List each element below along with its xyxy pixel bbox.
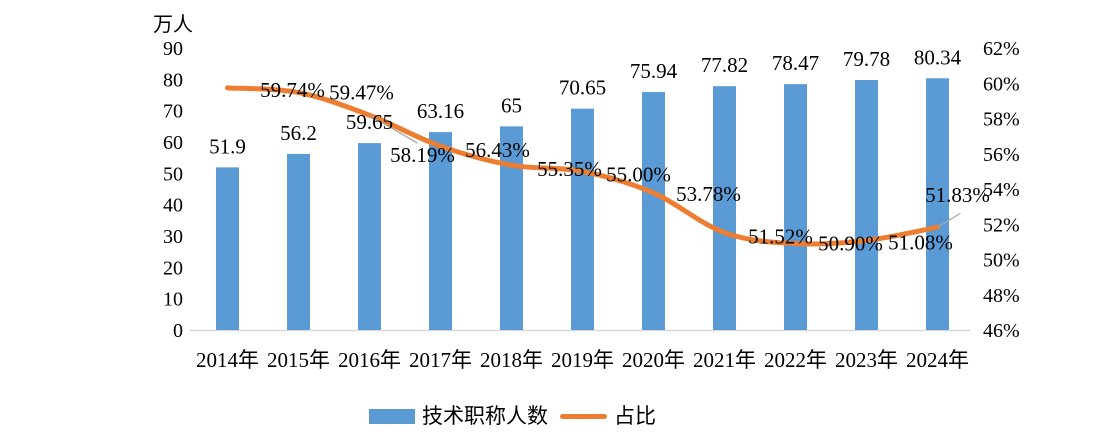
label-leader-line bbox=[369, 114, 418, 144]
legend-line-series-label: 占比 bbox=[614, 404, 656, 428]
category-axis-label: 2017年 bbox=[409, 348, 472, 372]
bar-value-label: 56.2 bbox=[280, 121, 317, 145]
combo-chart: 51.9 56.2 59.65 63.16 65 70.65 75.94 77.82 78.47… bbox=[153, 13, 1020, 372]
bar bbox=[287, 153, 310, 330]
left-axis-title: 万人 bbox=[153, 13, 193, 36]
line-value-label: 55.35% bbox=[537, 157, 602, 181]
right-axis-tick-label: 56% bbox=[983, 144, 1020, 166]
category-axis-label: 2014年 bbox=[196, 348, 259, 372]
left-axis-tick-label: 10 bbox=[163, 289, 183, 311]
bar bbox=[855, 80, 878, 330]
line-value-label: 58.19% bbox=[390, 143, 455, 167]
category-axis-label: 2015年 bbox=[267, 348, 330, 372]
right-axis-tick-label: 58% bbox=[983, 109, 1020, 131]
right-axis-tick-label: 62% bbox=[983, 38, 1020, 60]
bar-value-label: 77.82 bbox=[701, 53, 748, 77]
right-axis-tick-label: 46% bbox=[983, 320, 1020, 342]
category-axis-label: 2024年 bbox=[906, 348, 969, 372]
category-axis-label: 2022年 bbox=[764, 348, 827, 372]
bar-value-label: 75.94 bbox=[630, 59, 678, 83]
bar-value-label: 80.34 bbox=[914, 45, 962, 69]
bar-value-label: 79.78 bbox=[843, 47, 890, 71]
right-axis-tick-label: 48% bbox=[983, 285, 1020, 307]
line-value-label: 53.78% bbox=[676, 182, 741, 206]
bar-value-label: 65 bbox=[501, 93, 522, 117]
line-value-label: 59.47% bbox=[329, 81, 394, 105]
bar-value-label: 63.16 bbox=[417, 99, 464, 123]
bar bbox=[216, 167, 239, 330]
left-axis-tick-label: 30 bbox=[163, 226, 183, 248]
bar bbox=[358, 143, 381, 330]
legend-bar-swatch bbox=[369, 408, 415, 424]
left-axis-tick-label: 40 bbox=[163, 195, 183, 217]
bar bbox=[571, 108, 594, 330]
legend-line-swatch bbox=[560, 413, 607, 419]
bar bbox=[642, 92, 665, 331]
right-axis-tick-label: 54% bbox=[983, 179, 1020, 201]
bar-value-label: 78.47 bbox=[772, 51, 819, 75]
bar bbox=[784, 84, 807, 330]
left-axis-tick-label: 50 bbox=[163, 163, 183, 185]
line-value-label: 59.74% bbox=[260, 78, 325, 102]
chart-legend: 技术职称人数 占比 bbox=[0, 404, 1062, 428]
label-leader-line bbox=[937, 212, 961, 228]
left-axis-tick-label: 70 bbox=[163, 101, 183, 123]
right-axis-tick-label: 50% bbox=[983, 250, 1020, 272]
bar-value-label: 70.65 bbox=[559, 76, 606, 100]
line-value-label: 51.83% bbox=[925, 183, 990, 207]
bar-value-label: 51.9 bbox=[209, 134, 246, 158]
left-axis-tick-label: 90 bbox=[163, 38, 183, 60]
category-axis-label: 2020年 bbox=[622, 348, 685, 372]
category-axis-label: 2023年 bbox=[835, 348, 898, 372]
left-axis-tick-label: 80 bbox=[163, 69, 183, 91]
category-axis-label: 2019年 bbox=[551, 348, 614, 372]
bar bbox=[926, 78, 949, 330]
right-axis-tick-label: 52% bbox=[983, 214, 1020, 236]
right-axis-tick-label: 60% bbox=[983, 73, 1020, 95]
category-axis-label: 2018年 bbox=[480, 348, 543, 372]
line-value-label: 56.43% bbox=[465, 138, 530, 162]
ratio-line bbox=[225, 85, 940, 247]
line-value-label: 55.00% bbox=[606, 162, 671, 186]
bar bbox=[713, 86, 736, 330]
bar bbox=[429, 132, 452, 330]
left-axis-tick-label: 60 bbox=[163, 132, 183, 154]
line-value-label: 50.90% bbox=[818, 232, 883, 256]
left-axis-tick-label: 20 bbox=[163, 257, 183, 279]
category-axis-label: 2021年 bbox=[693, 348, 756, 372]
left-axis-tick-label: 0 bbox=[173, 320, 183, 342]
line-value-label: 51.52% bbox=[748, 225, 813, 249]
bar-value-label: 59.65 bbox=[346, 110, 393, 134]
bar bbox=[500, 126, 523, 330]
category-axis-label: 2016年 bbox=[338, 348, 401, 372]
line-value-label: 51.08% bbox=[888, 230, 953, 254]
legend-bar-series-label: 技术职称人数 bbox=[422, 404, 548, 428]
